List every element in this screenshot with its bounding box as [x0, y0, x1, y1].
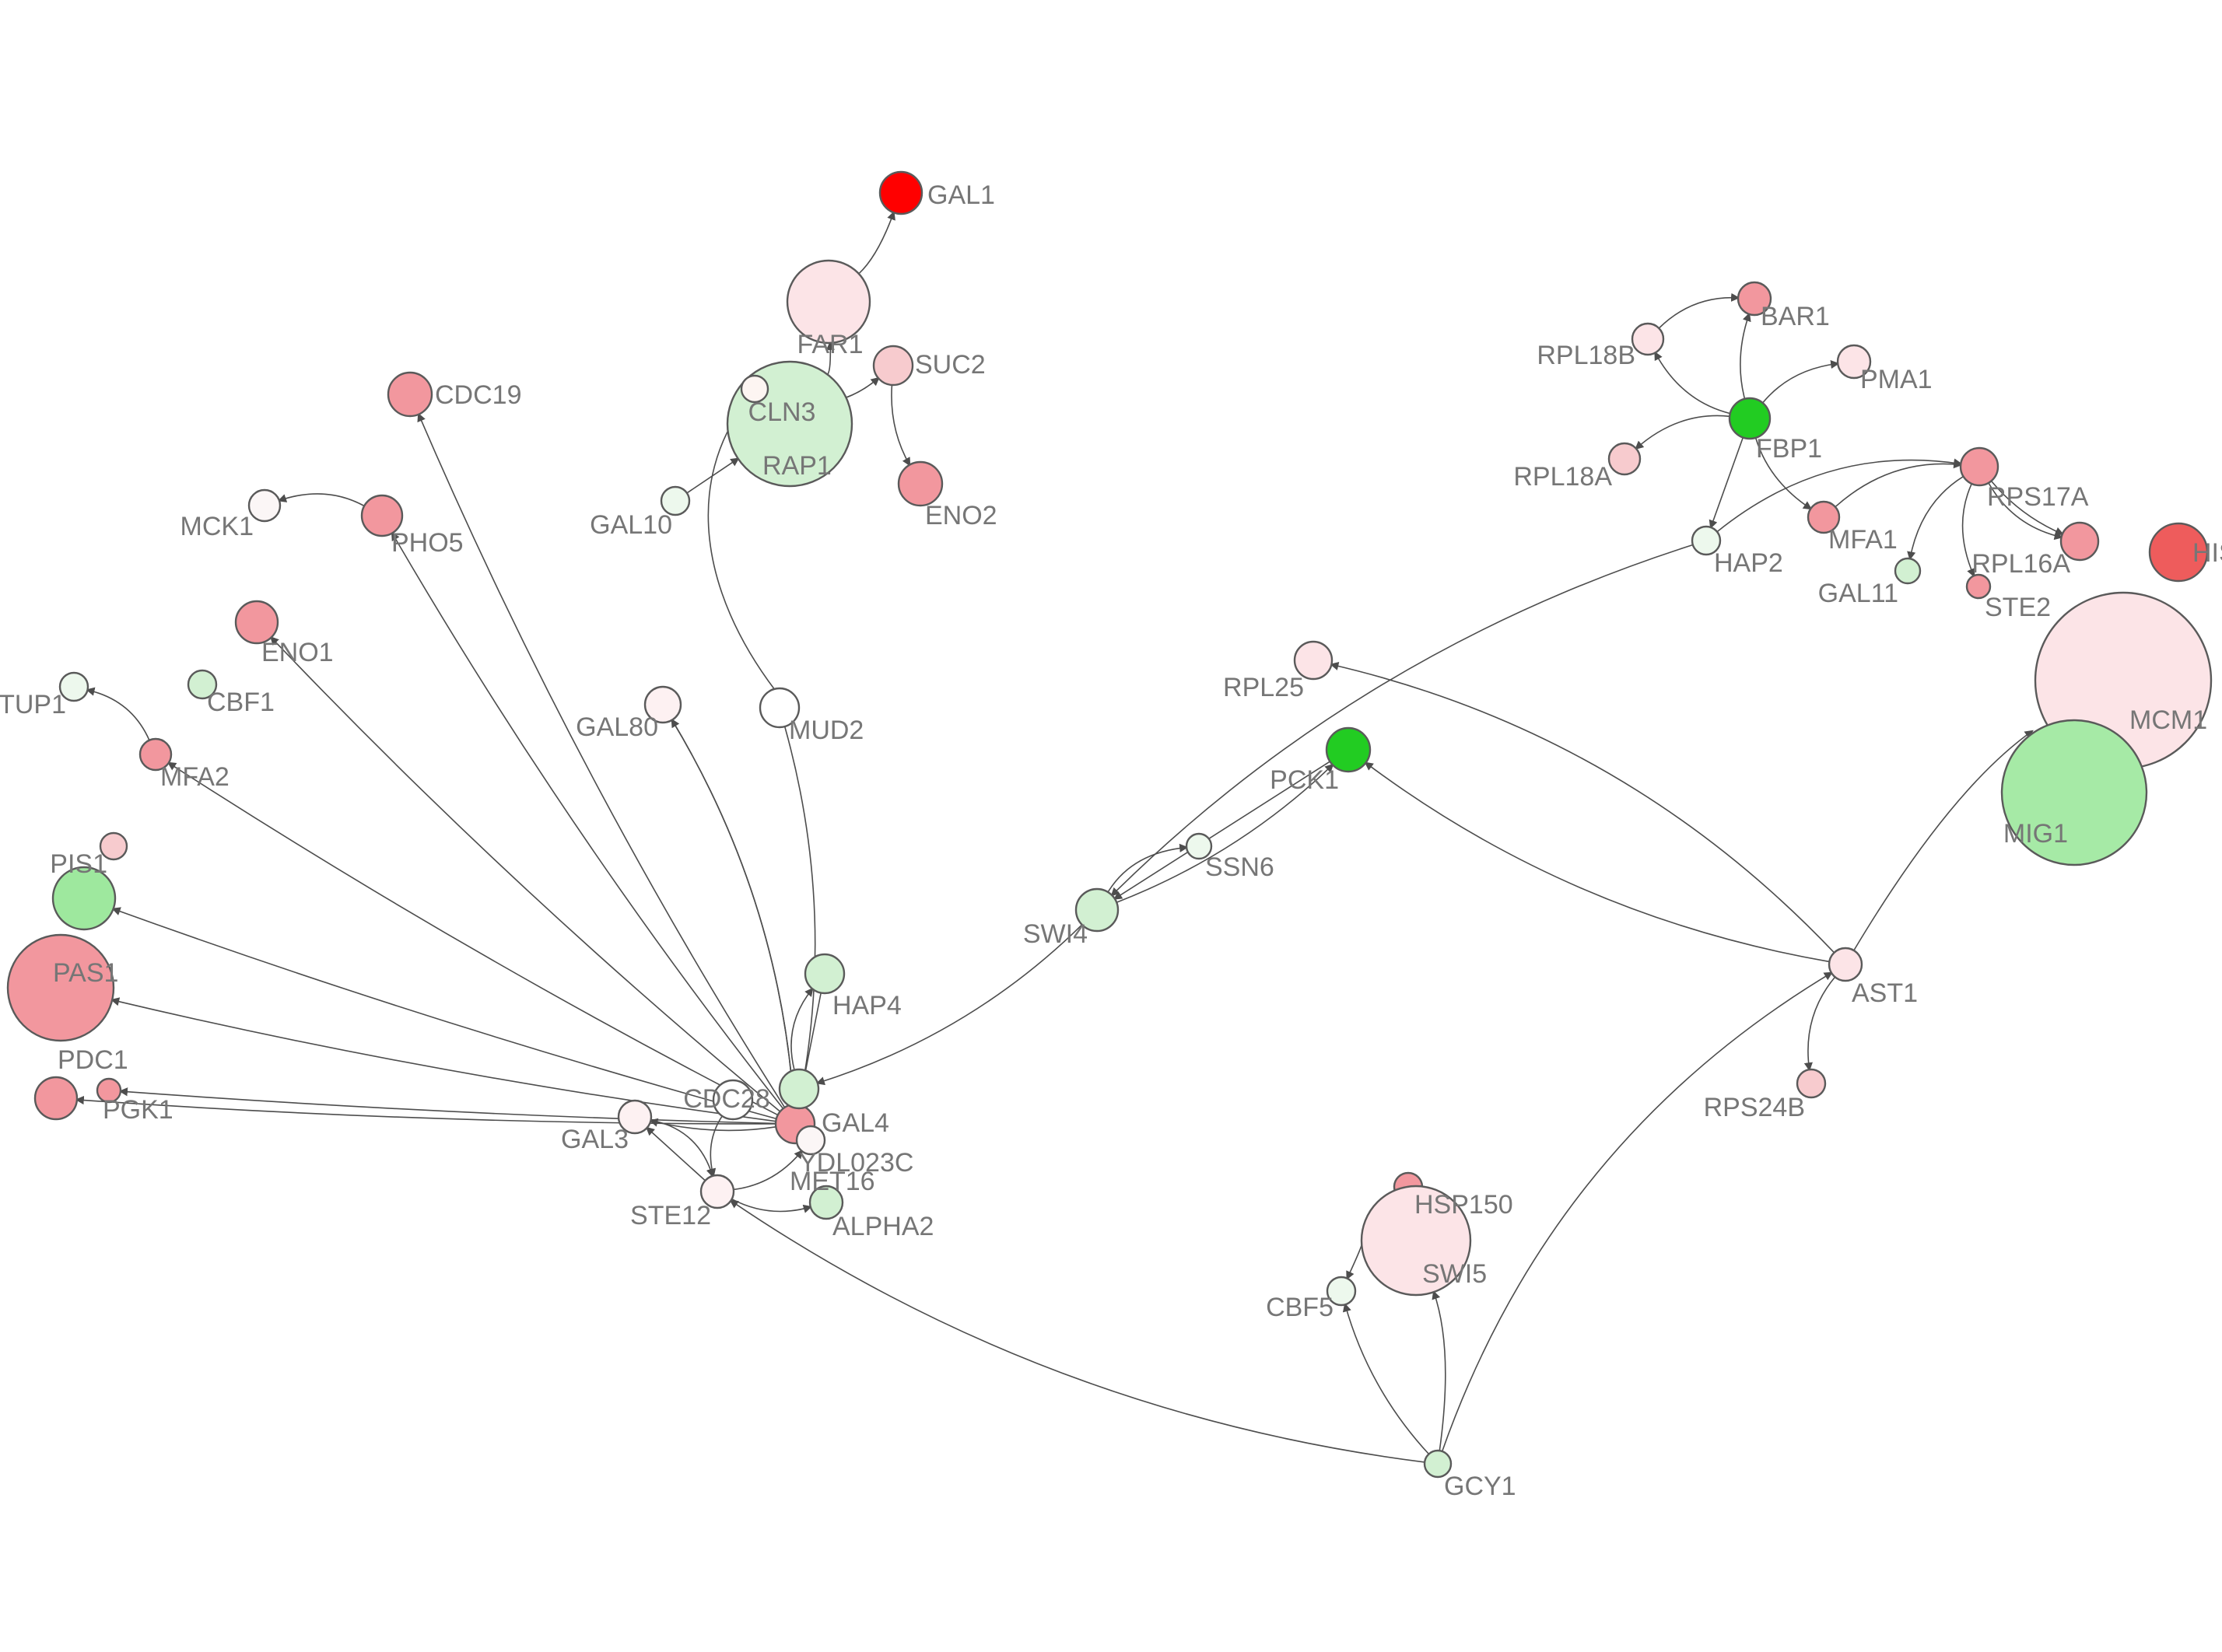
svg-text:MFA2: MFA2 — [160, 762, 230, 792]
svg-text:GCY1: GCY1 — [1444, 1472, 1516, 1501]
svg-text:FAR1: FAR1 — [797, 330, 863, 359]
svg-text:BAR1: BAR1 — [1761, 302, 1830, 331]
svg-text:SWI4: SWI4 — [1023, 919, 1088, 949]
svg-text:RPS24B: RPS24B — [1704, 1093, 1805, 1122]
svg-text:PCK1: PCK1 — [1270, 765, 1339, 795]
svg-text:MCM1: MCM1 — [2129, 705, 2207, 735]
svg-text:GAL10: GAL10 — [590, 510, 672, 540]
svg-text:GAL11: GAL11 — [1818, 579, 1898, 608]
svg-text:CBF5: CBF5 — [1266, 1293, 1334, 1322]
svg-text:CBF1: CBF1 — [207, 688, 275, 717]
svg-text:GAL80: GAL80 — [576, 712, 658, 742]
svg-text:FBP1: FBP1 — [1756, 434, 1822, 464]
svg-text:PMA1: PMA1 — [1860, 365, 1933, 394]
svg-text:SWI5: SWI5 — [1422, 1259, 1487, 1289]
svg-text:RAP1: RAP1 — [762, 451, 832, 481]
svg-text:ENO1: ENO1 — [261, 638, 334, 667]
svg-text:RPL16A: RPL16A — [1971, 549, 2070, 579]
svg-text:PHO5: PHO5 — [391, 528, 464, 558]
svg-text:SUC2: SUC2 — [915, 350, 986, 380]
svg-text:ALPHA2: ALPHA2 — [832, 1212, 934, 1241]
svg-text:RPL25: RPL25 — [1223, 673, 1304, 702]
svg-text:CDC28: CDC28 — [683, 1084, 769, 1114]
svg-text:PDC1: PDC1 — [58, 1045, 128, 1075]
svg-text:SSN6: SSN6 — [1205, 852, 1274, 882]
svg-text:STE12: STE12 — [630, 1201, 711, 1230]
svg-text:HAP2: HAP2 — [1714, 548, 1783, 578]
svg-text:CDC19: CDC19 — [435, 380, 521, 410]
svg-text:CLN3: CLN3 — [748, 397, 816, 427]
svg-text:PIS1: PIS1 — [50, 849, 107, 879]
svg-text:GAL1: GAL1 — [927, 180, 995, 210]
svg-text:STE2: STE2 — [1985, 593, 2051, 622]
svg-text:AST1: AST1 — [1852, 978, 1918, 1008]
svg-text:RPL18B: RPL18B — [1537, 341, 1635, 370]
svg-text:ENO2: ENO2 — [925, 501, 997, 530]
svg-text:RPL18A: RPL18A — [1513, 462, 1612, 492]
svg-text:GAL4: GAL4 — [822, 1108, 889, 1138]
svg-text:MUD2: MUD2 — [789, 716, 864, 745]
svg-text:PAS1: PAS1 — [53, 958, 118, 988]
svg-text:PGK1: PGK1 — [103, 1095, 173, 1125]
svg-text:HAP4: HAP4 — [832, 991, 902, 1020]
svg-text:MIG1: MIG1 — [2003, 819, 2068, 849]
svg-text:MFA1: MFA1 — [1828, 525, 1898, 555]
svg-text:GAL3: GAL3 — [561, 1125, 629, 1154]
svg-text:RPS17A: RPS17A — [1987, 482, 2089, 512]
svg-text:TUP1: TUP1 — [0, 690, 66, 719]
svg-text:HSP150: HSP150 — [1414, 1190, 1513, 1220]
svg-text:HIS4: HIS4 — [2192, 538, 2222, 568]
svg-text:MET16: MET16 — [790, 1167, 875, 1196]
svg-text:MCK1: MCK1 — [180, 512, 254, 541]
